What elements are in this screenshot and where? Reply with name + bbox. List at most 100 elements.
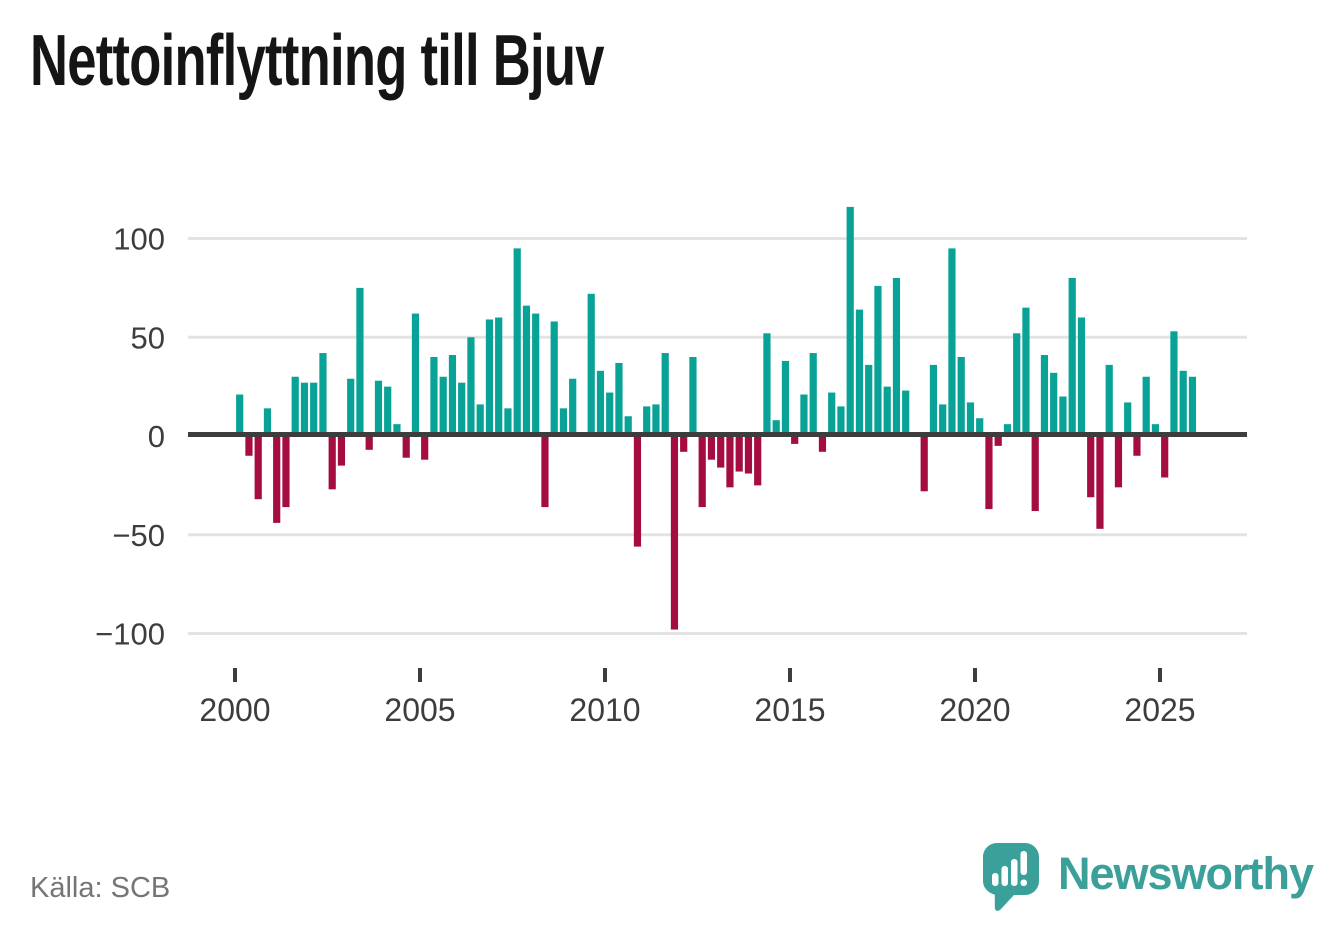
bar-2021Q2	[1022, 307, 1030, 437]
bar-2003Q3	[365, 436, 373, 450]
bar-2011Q2	[652, 404, 660, 436]
newsworthy-wordmark: Newsworthy	[1058, 848, 1314, 899]
bar-2024Q2	[1133, 436, 1141, 456]
bar-2013Q3	[735, 436, 743, 472]
bar-2017Q1	[865, 364, 873, 436]
y-axis-label: −50	[112, 518, 165, 553]
bar-2002Q1	[310, 382, 318, 437]
bar-2024Q3	[1142, 376, 1150, 436]
y-axis-label: 100	[113, 222, 165, 257]
bar-2008Q3	[550, 321, 558, 436]
bar-2016Q3	[846, 206, 854, 436]
x-axis-label: 2025	[1124, 692, 1195, 728]
bar-2011Q1	[643, 406, 651, 437]
bar-2020Q2	[985, 436, 993, 510]
bar-2006Q1	[458, 382, 466, 437]
bar-2000Q1	[236, 394, 244, 436]
bar-2022Q3	[1068, 278, 1076, 436]
bar-2022Q4	[1077, 317, 1086, 436]
bar-2011Q4	[670, 436, 679, 630]
x-axis-label: 2015	[754, 692, 825, 728]
bar-2021Q3	[1031, 436, 1039, 512]
y-axis-label: 50	[131, 320, 165, 355]
bar-2000Q3	[254, 436, 262, 500]
bar-2018Q1	[902, 390, 910, 436]
logo-bar-3	[1011, 859, 1018, 886]
bar-2010Q3	[624, 416, 632, 436]
bar-2004Q2	[393, 424, 401, 436]
bar-2008Q1	[532, 313, 540, 436]
newsworthy-logo: Newsworthy	[980, 840, 1314, 920]
logo-exclamation-bar	[1020, 851, 1027, 875]
bar-2013Q4	[744, 436, 753, 474]
bar-2003Q2	[356, 287, 364, 437]
y-axis-label: 0	[148, 419, 165, 454]
bar-2010Q2	[615, 362, 623, 437]
bar-2012Q3	[698, 436, 706, 508]
bar-2020Q1	[976, 418, 984, 437]
x-axis-label: 2020	[939, 692, 1010, 728]
bar-2009Q4	[596, 370, 605, 436]
bar-2019Q3	[957, 357, 965, 436]
bar-2015Q1	[791, 436, 799, 444]
chart-title: Nettoinflyttning till Bjuv	[30, 21, 604, 101]
bar-2022Q2	[1059, 396, 1067, 436]
logo-bar-1	[992, 873, 999, 886]
x-axis-label: 2010	[569, 692, 640, 728]
bar-2008Q2	[541, 436, 549, 508]
bar-2000Q2	[245, 436, 253, 456]
bar-2015Q3	[809, 353, 817, 436]
bar-2007Q4	[522, 305, 531, 436]
bar-2020Q3	[994, 436, 1002, 446]
bar-2005Q4	[448, 355, 457, 436]
bar-2001Q2	[282, 436, 290, 508]
bar-2023Q4	[1114, 436, 1123, 488]
logo-bar-2	[1001, 866, 1008, 886]
bar-2014Q4	[781, 360, 790, 436]
bar-2016Q2	[837, 406, 845, 437]
bar-2007Q1	[495, 317, 503, 436]
bar-2024Q1	[1124, 402, 1132, 437]
bar-2002Q4	[337, 436, 346, 466]
bar-2019Q4	[966, 402, 975, 437]
bar-2022Q1	[1050, 372, 1058, 436]
bar-2015Q4	[818, 436, 827, 452]
newsworthy-logo-icon	[983, 843, 1039, 911]
bar-2002Q3	[328, 436, 336, 490]
bar-2007Q2	[504, 408, 512, 436]
bar-2014Q1	[754, 436, 762, 486]
bar-2008Q4	[559, 408, 568, 436]
bar-2011Q3	[661, 353, 669, 436]
bar-2006Q3	[476, 404, 484, 436]
bar-2017Q4	[892, 278, 901, 436]
bar-2020Q4	[1003, 424, 1012, 436]
bar-2004Q1	[384, 386, 392, 437]
bar-2006Q4	[485, 319, 494, 437]
bar-2018Q4	[929, 364, 938, 436]
bar-2000Q4	[263, 408, 272, 436]
bar-2003Q1	[347, 378, 355, 437]
bar-2007Q3	[513, 248, 521, 437]
bar-2003Q4	[374, 380, 383, 436]
bar-2004Q3	[402, 436, 410, 458]
bar-2025Q3	[1179, 370, 1187, 436]
bar-2010Q1	[606, 392, 614, 436]
bar-2021Q4	[1040, 355, 1049, 436]
bar-2023Q2	[1096, 436, 1104, 529]
bar-2015Q2	[800, 394, 808, 436]
x-axis-label: 2000	[199, 692, 270, 728]
bar-2014Q3	[772, 420, 780, 436]
bar-2019Q1	[939, 404, 947, 436]
bar-2016Q4	[855, 309, 864, 436]
bar-2023Q1	[1087, 436, 1095, 498]
bar-2025Q4	[1188, 376, 1197, 436]
bar-2018Q3	[920, 436, 928, 492]
x-axis-label: 2005	[384, 692, 455, 728]
bar-2025Q2	[1170, 331, 1178, 436]
logo-exclamation-dot	[1020, 879, 1027, 886]
bar-2001Q3	[291, 376, 299, 436]
bar-2023Q3	[1105, 364, 1113, 436]
bar-2013Q1	[717, 436, 725, 468]
bar-2024Q4	[1151, 424, 1160, 436]
